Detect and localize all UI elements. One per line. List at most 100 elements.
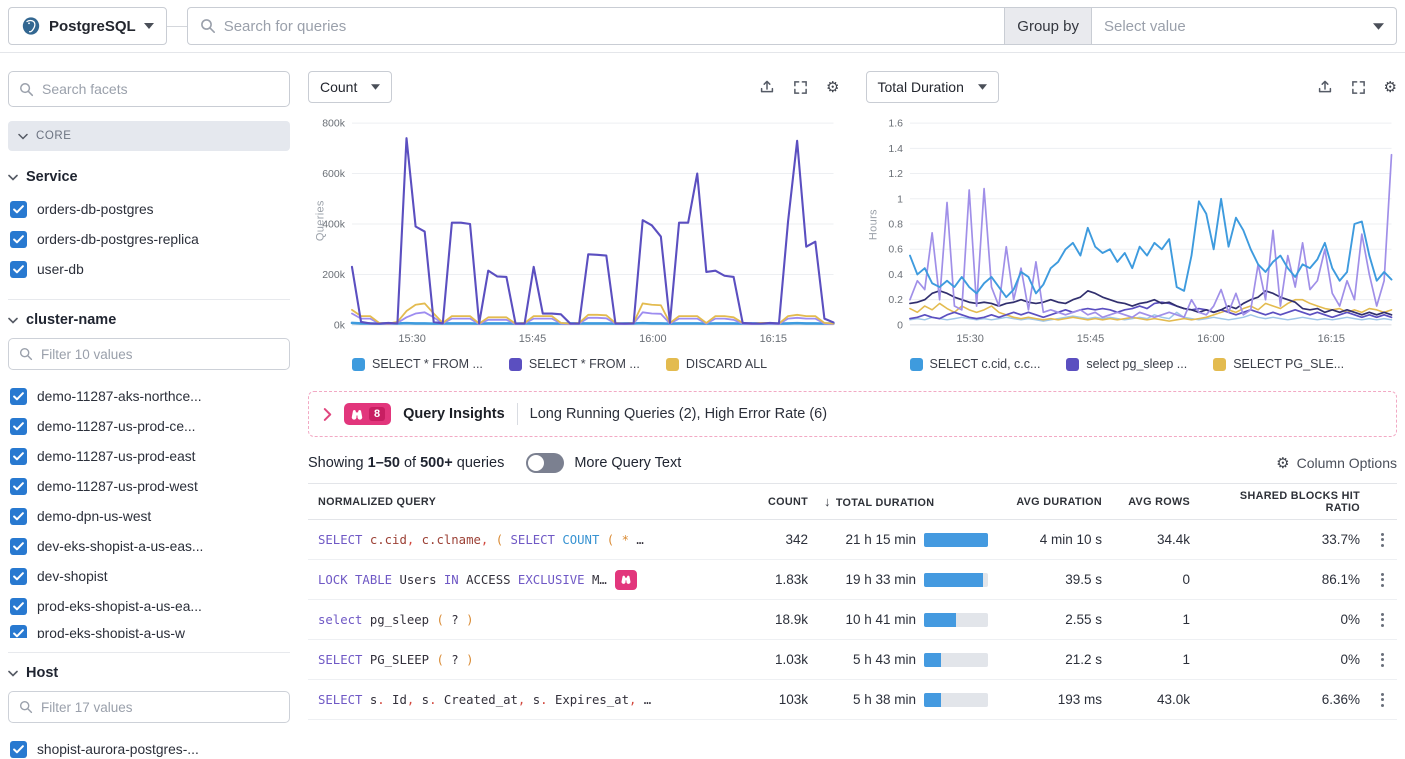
column-header[interactable]: AVG ROWS [1128,495,1190,508]
kebab-menu-icon[interactable] [1368,529,1396,551]
column-options-label: Column Options [1296,455,1397,471]
legend-item[interactable]: select pg_sleep ... [1066,357,1187,371]
facet-item[interactable]: demo-11287-us-prod-west [8,472,290,502]
facet-filter-input[interactable] [41,699,279,715]
checkbox-checked[interactable] [10,598,27,615]
facet-item[interactable]: demo-dpn-us-west [8,502,290,532]
metric-selector[interactable]: Total Duration [865,71,999,103]
query-table-row[interactable]: SELECT PG_SLEEP ( ? ) 1.03k 5 h 43 min 21.2… [308,640,1397,680]
query-table-row[interactable]: select pg_sleep ( ? ) 18.9k 10 h 41 min 2.5… [308,600,1397,640]
checkbox-checked[interactable] [10,418,27,435]
legend-item[interactable]: SELECT * FROM ... [508,357,640,371]
facet-item[interactable]: demo-11287-us-prod-ce... [8,412,290,442]
checkbox-checked[interactable] [10,261,27,278]
gear-icon[interactable]: ⚙ [1383,78,1397,96]
checkbox-checked[interactable] [10,568,27,585]
facet-section-header[interactable]: cluster-name [8,312,290,328]
facet-item[interactable]: dev-shopist [8,562,290,592]
facet-item[interactable]: demo-11287-aks-northce... [8,382,290,412]
avg-rows-cell: 43.0k [1156,692,1190,707]
gear-icon[interactable]: ⚙ [826,78,840,96]
svg-text:0.6: 0.6 [888,245,903,256]
core-section-header[interactable]: CORE [8,121,290,151]
count-chart-card: Count ⚙ 800k 600k 4 [308,71,840,371]
duration-bar [924,692,988,707]
normalized-query-cell[interactable]: SELECT s. Id, s. Created_at, s. Expires_… [308,693,750,707]
checkbox-checked[interactable] [10,388,27,405]
query-search-input[interactable] [223,17,993,35]
kebab-menu-icon[interactable] [1368,689,1396,711]
normalized-query-cell[interactable]: LOCK TABLE Users IN ACCESS EXCLUSIVE M… [308,569,750,590]
table-header-row: NORMALIZED QUERY COUNT ↓ TOTAL DURATION AVG … [308,484,1397,520]
insight-badge[interactable] [614,569,637,590]
legend-item[interactable]: SELECT PG_SLE... [1213,357,1344,371]
chevron-down-icon [8,670,18,677]
total-duration-cell: 5 h 38 min [816,692,994,707]
facet-section-header[interactable]: Host [8,665,290,681]
expand-icon[interactable] [793,80,808,95]
export-icon[interactable] [759,79,775,95]
check-icon [13,235,24,244]
checkbox-checked[interactable] [10,448,27,465]
normalized-query-cell[interactable]: SELECT PG_SLEEP ( ? ) [308,653,750,667]
more-query-text-toggle[interactable] [526,453,565,473]
checkbox-checked[interactable] [10,231,27,248]
facet-section-header[interactable]: Service [8,169,290,185]
column-header[interactable]: NORMALIZED QUERY [318,495,437,508]
legend-item[interactable]: SELECT c.cid, c.c... [909,357,1041,371]
column-header[interactable]: ↓ TOTAL DURATION [824,494,935,509]
group-by-select[interactable]: Select value [1092,7,1397,45]
query-table-row[interactable]: SELECT s. Id, s. Created_at, s. Expires_… [308,680,1397,720]
legend-label: SELECT c.cid, c.c... [929,357,1041,371]
kebab-menu-icon[interactable] [1368,569,1396,591]
legend-item[interactable]: DISCARD ALL [665,357,767,371]
column-header[interactable]: COUNT [767,495,808,508]
facet-section-service: Service orders-db-postgres orders-db-postg… [8,157,290,299]
expand-icon[interactable] [1351,80,1366,95]
facet-item[interactable]: dev-eks-shopist-a-us-eas... [8,532,290,562]
normalized-query-cell[interactable]: select pg_sleep ( ? ) [308,613,750,627]
facet-item[interactable]: demo-11287-us-prod-east [8,442,290,472]
check-icon [13,572,24,581]
checkbox-checked[interactable] [10,478,27,495]
query-table-row[interactable]: SELECT c.cid, c.clname, ( SELECT COUNT (… [308,520,1397,560]
facet-section-cluster-name: cluster-name demo-11287-aks-northce... dem… [8,299,290,652]
column-options-button[interactable]: ⚙ Column Options [1276,455,1397,471]
insights-badge[interactable]: 8 [344,403,392,425]
normalized-query-cell[interactable]: SELECT c.cid, c.clname, ( SELECT COUNT (… [308,533,750,547]
facet-item[interactable]: prod-eks-shopist-a-us-w [8,622,290,638]
facet-search-input[interactable] [42,81,279,97]
checkbox-checked[interactable] [10,201,27,218]
divider [516,403,518,425]
chart-plot: 1.6 1.4 1.2 1 0.8 0.6 0.4 0.2 0 15:30 15:45 16:00 16… [866,115,1398,347]
count-cell: 1.83k [774,572,808,587]
facet-item[interactable]: prod-eks-shopist-a-us-ea... [8,592,290,622]
export-icon[interactable] [1317,79,1333,95]
query-insights-banner[interactable]: 8 Query Insights Long Running Queries (2… [308,391,1397,437]
kebab-menu-icon[interactable] [1368,609,1396,631]
query-table-row[interactable]: LOCK TABLE Users IN ACCESS EXCLUSIVE M… 1… [308,560,1397,600]
chart-line-select-ccid-blue [908,197,1392,299]
svg-text:1.2: 1.2 [888,169,903,180]
database-selector[interactable]: PostgreSQL [8,7,167,45]
kebab-menu-icon[interactable] [1368,649,1396,671]
facet-item[interactable]: shopist-aurora-postgres-... [8,735,290,759]
svg-text:15:45: 15:45 [1076,333,1103,345]
legend-item[interactable]: SELECT * FROM ... [352,357,483,371]
facet-filter-input[interactable] [41,346,279,362]
checkbox-checked[interactable] [10,508,27,525]
svg-text:0.4: 0.4 [888,270,903,281]
svg-text:0.8: 0.8 [888,220,903,231]
column-header[interactable]: SHARED BLOCKS HIT RATIO [1239,489,1360,514]
facet-item[interactable]: user-db [8,255,290,285]
chevron-down-icon [977,84,987,90]
column-header[interactable]: AVG DURATION [1016,495,1102,508]
checkbox-checked[interactable] [10,624,27,638]
facet-item[interactable]: orders-db-postgres [8,195,290,225]
checkbox-checked[interactable] [10,538,27,555]
metric-selector[interactable]: Count [308,71,393,103]
total-duration-chart-card: Total Duration ⚙ [865,71,1398,371]
facet-item[interactable]: orders-db-postgres-replica [8,225,290,255]
chart-legend: SELECT * FROM ... SELECT * FROM ... DISCAR… [352,357,840,371]
checkbox-checked[interactable] [10,741,27,758]
